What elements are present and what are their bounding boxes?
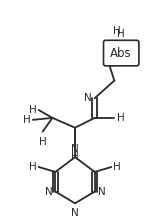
Text: H: H (113, 162, 121, 172)
Text: H: H (39, 136, 46, 147)
Text: H: H (29, 105, 37, 115)
Text: Abs: Abs (110, 47, 132, 60)
FancyBboxPatch shape (104, 40, 139, 66)
Text: H: H (29, 162, 37, 172)
Text: N: N (71, 208, 79, 218)
Text: H: H (71, 152, 79, 162)
Text: H: H (23, 115, 31, 125)
Text: N: N (71, 144, 79, 154)
Text: N: N (84, 93, 92, 103)
Text: H: H (113, 26, 121, 36)
Text: H: H (117, 29, 125, 39)
Text: N: N (45, 186, 52, 196)
Text: N: N (98, 186, 105, 196)
Text: H: H (117, 113, 125, 123)
